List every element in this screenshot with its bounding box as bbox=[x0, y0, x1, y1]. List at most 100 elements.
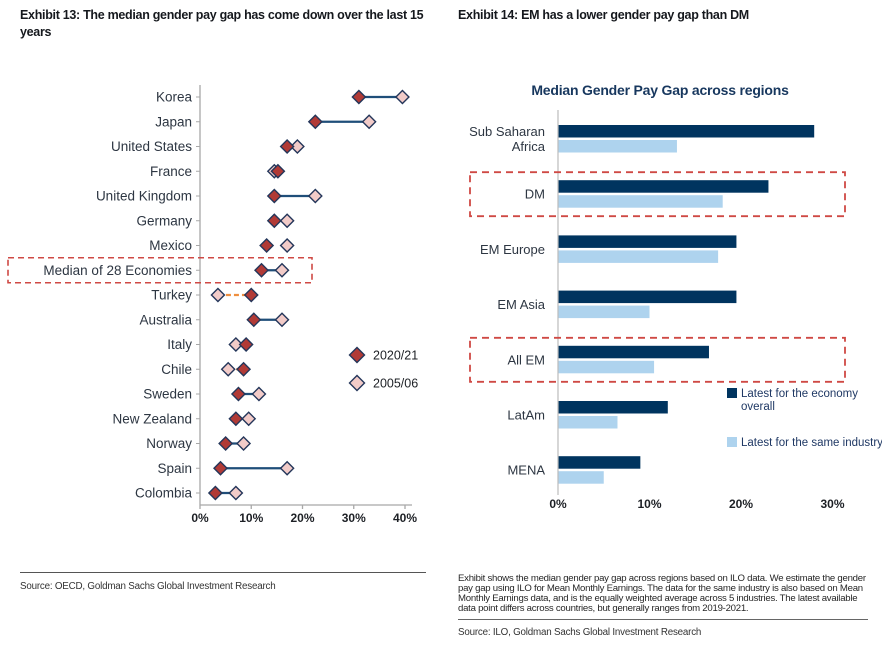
country-label: United Kingdom bbox=[96, 189, 192, 204]
legend-swatch-icon bbox=[727, 388, 737, 398]
country-label: Mexico bbox=[149, 238, 192, 253]
exhibit-13-dumbbell-chart: 0% 10% 20% 30% 40% Korea Japan United States Fra… bbox=[7, 85, 418, 525]
legend-label: Latest for the economy bbox=[741, 388, 858, 400]
marker-2020-21 bbox=[230, 386, 246, 402]
exhibit-14-source: Source: ILO, Goldman Sachs Global Invest… bbox=[458, 627, 702, 638]
bar-same-industry bbox=[558, 305, 650, 319]
marker-2020-21 bbox=[213, 460, 228, 476]
bar-economy-overall bbox=[558, 125, 815, 138]
marker-2005-06 bbox=[289, 139, 305, 154]
region-label: DM bbox=[525, 187, 545, 202]
region-label: Africa bbox=[512, 139, 546, 154]
bar-same-industry bbox=[558, 140, 677, 153]
marker-2020-21 bbox=[266, 213, 282, 229]
bar-economy-overall bbox=[558, 345, 709, 359]
x-tick-label: 30% bbox=[342, 511, 366, 525]
bar-economy-overall bbox=[558, 456, 641, 469]
marker-2005-06 bbox=[361, 114, 377, 130]
country-label: Chile bbox=[161, 362, 192, 377]
marker-2005-06 bbox=[220, 361, 236, 377]
highlight-box bbox=[469, 171, 846, 218]
x-tick-label: 20% bbox=[290, 511, 314, 525]
x-tick-label: 10% bbox=[239, 511, 263, 525]
country-label: Norway bbox=[146, 436, 192, 451]
legend-label: 2005/06 bbox=[373, 377, 418, 391]
marker-2020-21 bbox=[279, 139, 295, 154]
x-tick-label: 0% bbox=[191, 511, 209, 525]
country-label: United States bbox=[111, 139, 192, 154]
marker-2005-06 bbox=[241, 411, 257, 427]
region-label: Sub Saharan bbox=[469, 124, 545, 139]
marker-2020-21 bbox=[307, 114, 323, 130]
region-label: All EM bbox=[507, 352, 545, 367]
marker-2005-06 bbox=[307, 188, 323, 204]
marker-2020-21 bbox=[218, 436, 234, 451]
marker-2020-21 bbox=[259, 238, 275, 253]
marker-2020-21 bbox=[270, 163, 286, 179]
exhibit-14-footnote: Exhibit shows the median gender pay gap … bbox=[458, 573, 866, 615]
country-label: Colombia bbox=[135, 486, 193, 501]
country-label: Turkey bbox=[151, 288, 192, 303]
marker-2020-21 bbox=[243, 287, 259, 303]
marker-2020-21 bbox=[266, 188, 282, 204]
marker-2020-21 bbox=[236, 361, 252, 377]
country-label: Italy bbox=[167, 337, 192, 352]
marker-2005-06 bbox=[228, 485, 244, 501]
x-tick-label: 40% bbox=[393, 511, 417, 525]
marker-2020-21 bbox=[351, 89, 367, 105]
bar-same-industry bbox=[558, 471, 604, 484]
exhibit-14-chart-title: Median Gender Pay Gap across regions bbox=[531, 82, 789, 98]
exhibit-13-footer-divider bbox=[20, 572, 426, 573]
region-label: MENA bbox=[507, 463, 545, 478]
marker-2020-21 bbox=[238, 337, 254, 352]
bar-same-industry bbox=[558, 250, 719, 263]
country-label: New Zealand bbox=[112, 411, 192, 426]
marker-2005-06 bbox=[210, 287, 226, 303]
legend-marker-icon bbox=[348, 374, 366, 392]
marker-2005-06 bbox=[279, 238, 295, 253]
country-label: France bbox=[150, 164, 192, 179]
x-tick-label: 0% bbox=[549, 497, 567, 511]
country-label: Korea bbox=[156, 90, 193, 105]
marker-2020-21 bbox=[228, 411, 244, 427]
legend-label: Latest for the same industry bbox=[741, 437, 882, 449]
bar-economy-overall bbox=[558, 235, 737, 248]
legend-swatch-icon bbox=[727, 437, 737, 447]
bar-economy-overall bbox=[558, 290, 737, 304]
legend-label: 2020/21 bbox=[373, 349, 418, 363]
region-label: LatAm bbox=[507, 408, 545, 423]
legend-label: overall bbox=[741, 401, 775, 413]
highlight-box bbox=[469, 336, 846, 383]
country-label: Australia bbox=[139, 312, 192, 327]
country-label: Germany bbox=[136, 213, 192, 228]
marker-2005-06 bbox=[394, 89, 410, 105]
bar-same-industry bbox=[558, 360, 655, 374]
country-label: Spain bbox=[157, 461, 192, 476]
x-tick-label: 10% bbox=[637, 497, 661, 511]
region-label: EM Europe bbox=[480, 242, 545, 257]
exhibit-13-title: Exhibit 13: The median gender pay gap ha… bbox=[20, 8, 424, 39]
bar-economy-overall bbox=[558, 401, 668, 414]
exhibit-14-footer-divider bbox=[458, 619, 868, 620]
marker-2005-06 bbox=[279, 213, 295, 229]
bar-same-industry bbox=[558, 195, 723, 208]
marker-2020-21 bbox=[254, 262, 269, 278]
marker-2020-21 bbox=[207, 485, 223, 501]
exhibit-14-title: Exhibit 14: EM has a lower gender pay ga… bbox=[458, 8, 749, 22]
country-label: Japan bbox=[155, 114, 192, 129]
marker-2005-06 bbox=[274, 312, 290, 328]
legend-marker-icon bbox=[348, 346, 366, 364]
bar-same-industry bbox=[558, 416, 618, 429]
marker-2005-06 bbox=[236, 436, 252, 451]
marker-2005-06 bbox=[274, 262, 290, 278]
bar-economy-overall bbox=[558, 180, 769, 193]
x-tick-label: 30% bbox=[820, 497, 844, 511]
region-label: EM Asia bbox=[497, 297, 545, 312]
x-tick-label: 20% bbox=[729, 497, 753, 511]
country-label: Sweden bbox=[143, 387, 192, 402]
median-highlight-box bbox=[7, 256, 313, 284]
marker-2005-06 bbox=[279, 460, 295, 476]
marker-2020-21 bbox=[246, 312, 262, 328]
